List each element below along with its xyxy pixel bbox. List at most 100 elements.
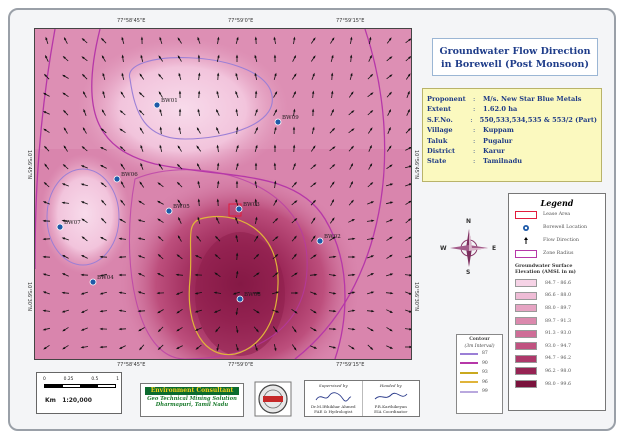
contour-label: 96 xyxy=(482,379,488,385)
flow-arrow-head xyxy=(371,291,375,294)
flow-arrow-head xyxy=(312,235,316,239)
borewell-marker-icon[interactable] xyxy=(165,207,173,215)
flow-arrow-head xyxy=(138,328,142,332)
flow-arrow-head xyxy=(256,329,259,333)
flow-arrow-head xyxy=(81,310,85,313)
info-value: M/s. New Star Blue Metals xyxy=(483,95,582,103)
borewell-marker-icon[interactable] xyxy=(113,175,121,183)
map-canvas[interactable]: BW01 BW06 BW05 BW03 BW07 BW02 BW04 BW08 BW09 xyxy=(35,29,411,359)
flow-arrow-head xyxy=(121,54,124,58)
legend-class-label: 96.2 - 98.0 xyxy=(545,368,572,374)
flow-arrow-head xyxy=(331,54,334,58)
flow-arrow-head xyxy=(214,272,218,276)
flow-arrow-head xyxy=(197,54,201,58)
flow-arrow-head xyxy=(349,54,353,58)
flow-arrow-head xyxy=(408,200,411,204)
flow-arrow-head xyxy=(331,217,335,221)
borewell-icon xyxy=(515,224,537,232)
consultant-line2: Dharmapuri, Tamil Nadu xyxy=(155,402,229,409)
legend-class-swatch xyxy=(515,329,537,338)
flow-arrow-head xyxy=(390,201,394,204)
borewell-bw07[interactable]: BW07 xyxy=(56,220,81,231)
flow-arrow-head xyxy=(118,291,122,294)
project-info-box: Proponent: M/s. New Star Blue Metals Exten… xyxy=(422,88,602,182)
borewell-bw05[interactable]: BW05 xyxy=(165,204,190,215)
borewell-marker-icon[interactable] xyxy=(89,278,97,286)
borewell-marker-icon[interactable] xyxy=(316,237,324,245)
info-key: Taluk xyxy=(427,136,448,145)
compass-n: N xyxy=(466,218,472,225)
borewell-bw06[interactable]: BW06 xyxy=(113,172,138,183)
groundwater-map[interactable]: BW01 BW06 BW05 BW03 BW07 BW02 BW04 BW08 BW09 xyxy=(34,28,412,360)
flow-arrow-head xyxy=(120,181,124,185)
borewell-marker-icon[interactable] xyxy=(274,118,282,126)
flow-arrow-head xyxy=(194,310,198,313)
flow-arrow-head xyxy=(407,73,411,77)
flow-arrow-head xyxy=(61,183,66,186)
borewell-marker-icon[interactable] xyxy=(236,295,244,303)
flow-arrow-head xyxy=(194,292,198,295)
contour-row: 90 xyxy=(457,359,502,369)
flow-arrow-head xyxy=(236,144,239,148)
flow-arrow-head xyxy=(216,72,220,76)
lease-area-swatch xyxy=(515,210,537,219)
borewell-marker-icon[interactable] xyxy=(153,101,161,109)
borewell-bw03[interactable]: BW03 xyxy=(235,202,260,213)
flow-arrow-head xyxy=(370,328,374,332)
flow-arrow-head xyxy=(197,216,200,220)
contour-96 xyxy=(188,215,279,356)
flow-arrow-head xyxy=(390,183,394,186)
flow-arrow-head xyxy=(232,292,236,295)
flow-arrow-head xyxy=(139,181,143,185)
info-value: Tamilnadu xyxy=(483,157,523,166)
flow-arrow-head xyxy=(197,108,200,112)
borewell-bw09[interactable]: BW09 xyxy=(274,115,299,126)
flow-arrow-head xyxy=(257,291,261,295)
borewell-bw08[interactable]: BW08 xyxy=(236,292,261,303)
flow-arrow-head xyxy=(295,291,299,295)
flow-arrow-head xyxy=(177,37,181,41)
flow-arrow-head xyxy=(216,126,219,131)
flow-arrow-head xyxy=(197,90,201,94)
flow-arrow-head xyxy=(139,73,143,77)
borewell-label: BW01 xyxy=(161,98,178,104)
flow-arrow-head xyxy=(389,346,394,349)
flow-arrow-head xyxy=(409,345,411,349)
flow-arrow-head xyxy=(63,37,67,41)
flow-arrow-head xyxy=(178,90,182,94)
legend-ramp-title: Groundwater Surface Elevation (AMSL in m… xyxy=(515,263,576,275)
borewell-bw02[interactable]: BW02 xyxy=(316,234,341,245)
info-colon: : xyxy=(473,147,476,156)
flow-arrow-head xyxy=(195,346,199,350)
flow-arrow-head xyxy=(157,200,161,204)
coord-right-1: 10°56'45"N xyxy=(413,150,419,180)
flow-arrow-head xyxy=(294,181,297,185)
flow-arrow-head xyxy=(254,198,257,202)
flow-arrow-head xyxy=(100,164,104,168)
flow-arrow-head xyxy=(408,147,411,150)
flow-arrow-head xyxy=(254,72,257,76)
flow-arrow-head xyxy=(43,181,47,185)
flow-arrow-head xyxy=(235,54,239,58)
legend-class-swatch xyxy=(515,291,537,300)
legend-class-label: 89.7 - 91.3 xyxy=(545,318,572,324)
borewell-bw01[interactable]: BW01 xyxy=(153,98,178,109)
flow-arrow-head xyxy=(389,254,393,258)
flow-arrow-head xyxy=(409,274,411,277)
flow-arrow-head xyxy=(371,219,375,222)
flow-arrow-head xyxy=(196,127,200,131)
info-row: Extent:1.62.0 ha xyxy=(427,104,597,114)
borewell-marker-icon[interactable] xyxy=(56,223,64,231)
borewell-marker-icon[interactable] xyxy=(235,205,243,213)
flow-arrow-head xyxy=(137,237,141,240)
legend-title: Legend xyxy=(540,198,574,208)
flow-arrow-head xyxy=(236,348,239,352)
flow-arrow-head xyxy=(333,327,337,331)
flow-arrow-head xyxy=(370,255,375,258)
flow-arrow-head xyxy=(45,36,48,40)
flow-arrow-head xyxy=(274,348,277,352)
contour-row: 87 xyxy=(457,349,502,359)
borewell-bw04[interactable]: BW04 xyxy=(89,275,114,286)
flow-arrow-head xyxy=(409,165,411,168)
flow-arrow-head xyxy=(235,312,238,316)
